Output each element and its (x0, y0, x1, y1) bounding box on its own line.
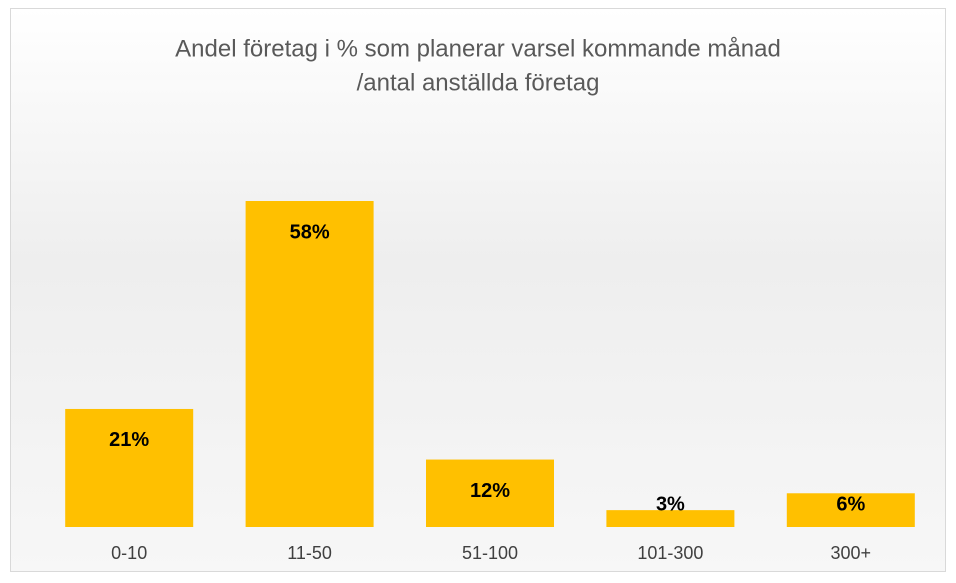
bar (65, 408, 194, 527)
data-label: 21% (109, 429, 149, 451)
bar (245, 201, 374, 527)
data-label: 6% (836, 493, 865, 515)
chart-title: Andel företag i % som planerar varsel ko… (175, 35, 781, 62)
x-tick-label: 101-300 (637, 543, 703, 563)
chart-title: /antal anställda företag (357, 69, 600, 96)
x-tick-label: 11-50 (287, 543, 332, 563)
data-label: 12% (470, 480, 510, 502)
x-tick-label: 300+ (831, 543, 872, 563)
bar (426, 459, 554, 527)
bar (606, 510, 735, 527)
bar (786, 493, 915, 527)
data-label: 58% (290, 221, 330, 243)
data-label: 3% (656, 493, 685, 515)
x-tick-label: 0-10 (111, 543, 147, 563)
x-tick-label: 51-100 (462, 543, 518, 563)
